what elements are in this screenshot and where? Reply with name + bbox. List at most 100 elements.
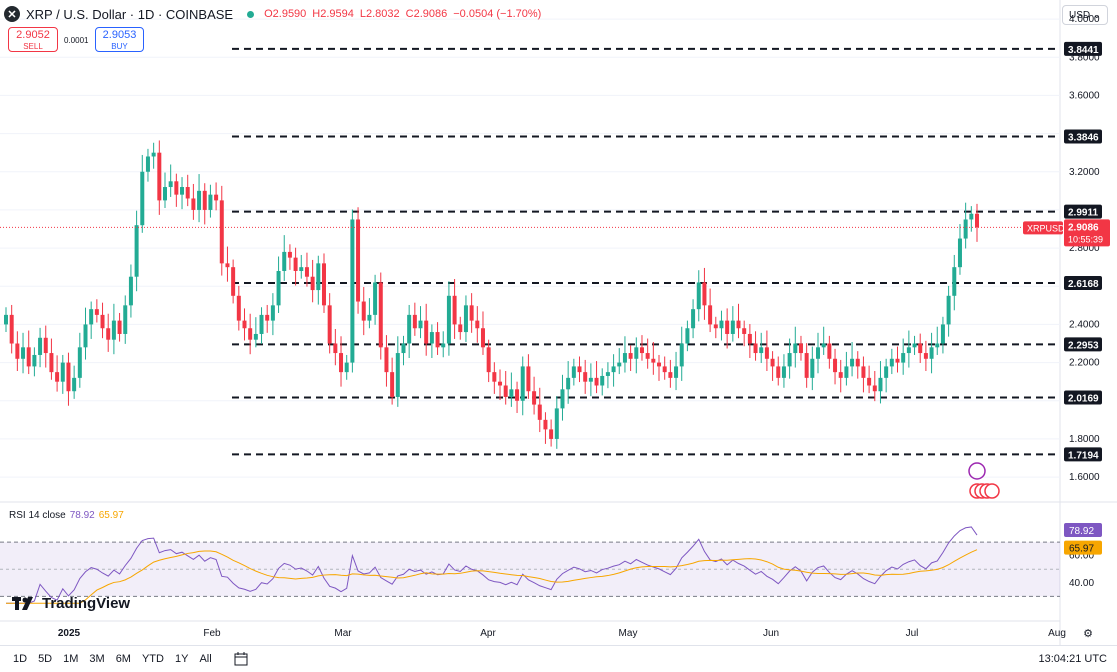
clock-time[interactable]: 13:04:21 UTC (1038, 653, 1107, 665)
currency-label: USD (1069, 9, 1091, 21)
candle-body (509, 389, 514, 397)
candle-body (719, 320, 724, 329)
candle-body (60, 362, 65, 382)
level-label-bg (1064, 276, 1102, 291)
candle-body (395, 353, 400, 397)
candle-body (884, 366, 889, 378)
candle-body (850, 358, 855, 367)
event-flash-icon (968, 462, 986, 480)
candle-body (219, 200, 224, 264)
sell-button[interactable]: 2.9052 SELL (8, 27, 58, 52)
candle-body (26, 347, 31, 367)
timeframe-1m[interactable]: 1M (63, 653, 79, 665)
y-tick-label: 1.8000 (1069, 434, 1100, 445)
candle-body (532, 391, 537, 405)
candle-body (321, 263, 326, 306)
candle-body (38, 337, 43, 355)
x-tick-label: 2025 (58, 628, 81, 639)
candle-body (952, 267, 957, 296)
candle-body (668, 372, 673, 378)
candle-body (639, 347, 644, 354)
candle-body (367, 314, 372, 321)
candle-body (912, 343, 917, 348)
candle-body (969, 213, 974, 220)
candle-body (708, 305, 713, 325)
candle-body (83, 324, 88, 348)
candle-body (935, 343, 940, 348)
rsi-line (6, 526, 978, 604)
candle-body (128, 276, 133, 306)
candle-body (225, 263, 230, 268)
tradingview-logo-icon (12, 596, 33, 610)
candle-body (111, 320, 116, 340)
candle-body (492, 372, 497, 382)
spread-value: 0.0001 (64, 36, 89, 45)
candle-body (798, 343, 803, 354)
candle-body (287, 251, 292, 258)
candle-body (304, 267, 309, 277)
candle-body (520, 366, 525, 401)
level-label-bg (1064, 390, 1102, 405)
candle-body (821, 343, 826, 348)
timeframe-6m[interactable]: 6M (115, 653, 131, 665)
candle-body (594, 377, 599, 386)
candle-body (747, 333, 752, 344)
timeframe-5d[interactable]: 5D (38, 653, 53, 665)
timeframe-all[interactable]: All (199, 653, 212, 665)
tradingview-logo[interactable]: TradingView (12, 595, 130, 612)
candle-body (833, 358, 838, 373)
symbol-header: ✕ XRP / U.S. Dollar · 1D · COINBASE O2.9… (4, 3, 541, 25)
candle-body (333, 343, 338, 354)
candle-body (566, 377, 571, 390)
timeframe-1d[interactable]: 1D (13, 653, 28, 665)
candle-body (844, 366, 849, 378)
rsi-tick-label: 40.00 (1069, 578, 1094, 589)
candle-body (214, 194, 219, 201)
chevron-down-icon: ⌄ (1092, 9, 1101, 21)
timeframe-1y[interactable]: 1Y (174, 653, 189, 665)
candle-body (662, 366, 667, 373)
candle-body (702, 282, 707, 306)
candle-body (4, 314, 8, 325)
candle-body (480, 328, 485, 348)
timeframe-3m[interactable]: 3M (89, 653, 105, 665)
candle-body (901, 353, 906, 363)
level-label-bg (1064, 447, 1102, 462)
candle-body (696, 282, 701, 310)
y-tick-label: 2.4000 (1069, 319, 1100, 330)
calendar-range-icon[interactable] (234, 652, 250, 666)
candle-body (407, 314, 412, 344)
rsi-label: RSI 14 close (9, 510, 66, 521)
level-label-bg (1064, 204, 1102, 219)
candle-body (583, 372, 588, 382)
candle-body (691, 309, 696, 329)
candle-body (89, 309, 94, 325)
candle-body (208, 194, 213, 210)
candle-body (197, 190, 202, 210)
timeframe-ytd[interactable]: YTD (141, 653, 164, 665)
rsi-ma-axis-label: 65.97 (1069, 544, 1094, 555)
candle-body (645, 353, 650, 359)
candle-body (628, 353, 633, 359)
candle-body (753, 343, 758, 354)
candle-body (100, 314, 105, 329)
candle-body (679, 343, 684, 367)
candle-body (605, 372, 610, 376)
price-chart[interactable]: 1.60001.80002.00002.20002.40002.60002.80… (0, 0, 1117, 645)
candle-body (231, 267, 236, 296)
currency-select[interactable]: USD ⌄ (1062, 5, 1108, 25)
candle-body (918, 343, 923, 354)
rsi-ma-value: 65.97 (98, 510, 124, 521)
candle-body (327, 305, 332, 344)
settings-gear-icon[interactable]: ⚙ (1083, 627, 1093, 640)
candle-body (151, 152, 156, 157)
candle-body (776, 366, 781, 378)
symbol-title[interactable]: XRP / U.S. Dollar · 1D · COINBASE (26, 6, 234, 22)
candle-body (32, 354, 37, 367)
symbol-tag: XRPUSD (1027, 223, 1065, 233)
rsi-legend[interactable]: RSI 14 close 78.92 65.97 (9, 510, 124, 521)
candle-body (259, 314, 264, 334)
buy-button[interactable]: 2.9053 BUY (95, 27, 144, 52)
candle-body (793, 343, 798, 354)
y-tick-label: 3.6000 (1069, 90, 1100, 101)
